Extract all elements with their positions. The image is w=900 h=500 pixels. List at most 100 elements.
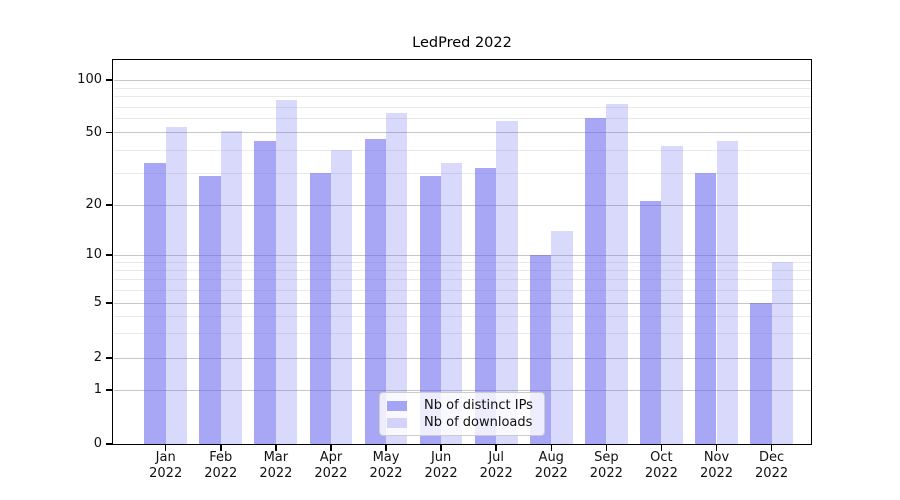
x-tick-label-dec: Dec 2022 [744, 450, 800, 482]
gridline-minor-3 [113, 333, 811, 335]
x-tick-year-oct: 2022 [644, 466, 678, 481]
bar-aug-downloads [551, 230, 573, 444]
y-tick-label-1: 1 [93, 382, 102, 397]
x-tick-mark-apr [330, 444, 332, 451]
bar-apr-downloads [330, 150, 353, 444]
gridline-minor-80 [113, 96, 811, 98]
x-tick-month-jun: Jun [430, 450, 452, 465]
gridline-major-10 [113, 254, 811, 256]
y-tick-label-20: 20 [85, 197, 102, 212]
bar-mar-downloads [275, 99, 298, 444]
bar-apr-distinct-ips [309, 173, 331, 444]
x-tick-month-jan: Jan [155, 450, 176, 465]
gridline-minor-8 [113, 269, 811, 271]
gridline-major-100 [113, 79, 811, 81]
x-tick-mark-may [385, 444, 387, 451]
x-tick-mark-jan [164, 444, 167, 451]
legend-swatch-downloads [387, 417, 407, 428]
gridline-major-20 [113, 204, 811, 206]
x-tick-month-mar: Mar [263, 450, 289, 465]
gridline-major-50 [113, 132, 811, 134]
x-tick-label-apr: Apr 2022 [303, 450, 359, 482]
x-tick-year-jul: 2022 [479, 466, 513, 481]
x-tick-month-dec: Dec [759, 450, 785, 465]
bar-oct-distinct-ips [640, 201, 662, 444]
x-tick-mark-mar [275, 444, 277, 451]
y-tick-label-100: 100 [77, 72, 102, 87]
x-tick-year-may: 2022 [369, 466, 403, 481]
x-tick-month-apr: Apr [319, 450, 343, 465]
x-tick-label-jun: Jun 2022 [413, 450, 469, 482]
bar-nov-downloads [716, 141, 738, 444]
legend-row-distinct-ips: Nb of distinct IPs [387, 398, 536, 413]
bar-sep-distinct-ips [584, 117, 607, 444]
x-tick-label-aug: Aug 2022 [523, 450, 579, 482]
y-tick-mark-10 [106, 254, 113, 256]
y-tick-label-50: 50 [85, 124, 102, 140]
x-tick-year-mar: 2022 [259, 466, 293, 481]
x-tick-month-feb: Feb [209, 450, 233, 465]
x-tick-month-may: May [372, 450, 400, 465]
x-tick-month-aug: Aug [538, 450, 564, 465]
gridline-minor-90 [113, 87, 811, 89]
legend: Nb of distinct IPs Nb of downloads [379, 392, 545, 436]
bar-may-distinct-ips [364, 139, 386, 444]
y-tick-mark-1 [106, 389, 113, 391]
x-tick-year-apr: 2022 [314, 466, 348, 481]
gridline-minor-60 [113, 118, 811, 120]
bar-sep-downloads [606, 103, 628, 444]
x-tick-year-feb: 2022 [204, 466, 238, 481]
x-tick-label-mar: Mar 2022 [248, 450, 304, 482]
y-tick-label-10: 10 [85, 247, 102, 262]
y-tick-label-0: 0 [93, 436, 102, 451]
gridline-major-1 [113, 389, 811, 391]
legend-row-downloads: Nb of downloads [387, 415, 536, 430]
gridline-minor-6 [113, 289, 811, 291]
y-tick-label-2: 2 [93, 350, 102, 365]
gridline-minor-70 [113, 106, 811, 108]
gridline-minor-40 [113, 149, 811, 151]
x-tick-mark-oct [660, 444, 663, 451]
x-tick-mark-nov [715, 444, 718, 451]
bar-nov-distinct-ips [695, 173, 717, 444]
bar-jul-downloads [496, 121, 518, 444]
gridline-major-2 [113, 357, 811, 359]
x-tick-mark-feb [220, 444, 222, 451]
bar-jun-downloads [441, 163, 463, 444]
bar-jan-distinct-ips [144, 163, 166, 444]
x-tick-year-jun: 2022 [424, 466, 458, 481]
bar-mar-distinct-ips [254, 141, 276, 444]
x-tick-mark-jun [440, 444, 442, 451]
x-tick-month-oct: Oct [650, 450, 673, 465]
x-tick-label-jan: Jan 2022 [138, 450, 194, 482]
x-tick-label-feb: Feb 2022 [193, 450, 249, 482]
x-tick-year-aug: 2022 [534, 466, 568, 481]
x-tick-year-nov: 2022 [699, 466, 734, 481]
gridline-major-5 [113, 302, 811, 304]
y-tick-mark-50 [106, 131, 113, 134]
y-tick-mark-5 [106, 302, 113, 304]
legend-swatch-distinct-ips [387, 400, 407, 411]
gridline-minor-30 [113, 172, 811, 174]
bar-feb-distinct-ips [199, 175, 221, 444]
chart-title: LedPred 2022 [412, 35, 512, 51]
bar-jan-downloads [165, 126, 188, 444]
x-tick-mark-jul [495, 444, 497, 451]
bar-oct-downloads [661, 146, 683, 444]
x-tick-mark-sep [605, 444, 608, 451]
legend-label-downloads: Nb of downloads [424, 415, 533, 430]
x-tick-year-dec: 2022 [755, 466, 789, 481]
x-tick-label-may: May 2022 [358, 450, 414, 482]
y-tick-mark-20 [106, 204, 113, 206]
y-tick-mark-2 [106, 357, 113, 359]
y-tick-label-5: 5 [93, 295, 102, 310]
x-tick-label-sep: Sep 2022 [578, 450, 634, 482]
x-tick-label-nov: Nov 2022 [689, 450, 745, 482]
x-tick-mark-aug [550, 444, 552, 451]
x-tick-month-nov: Nov [703, 450, 730, 465]
x-tick-year-jan: 2022 [149, 466, 183, 481]
gridline-minor-4 [113, 315, 811, 317]
x-tick-year-sep: 2022 [589, 466, 623, 481]
legend-label-distinct-ips: Nb of distinct IPs [424, 398, 533, 413]
